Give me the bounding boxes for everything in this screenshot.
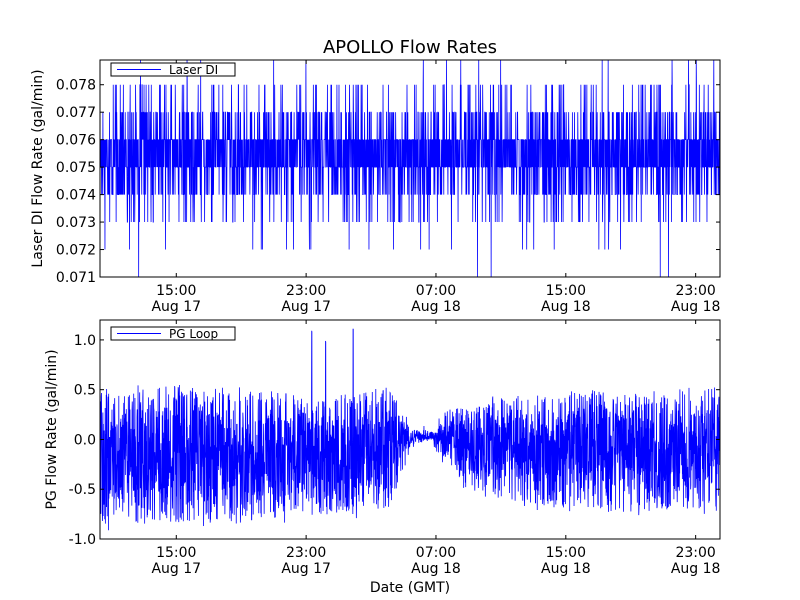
x-axis-label: Date (GMT) (370, 580, 450, 596)
x-tick-time-label: 15:00 (156, 283, 196, 299)
y-tick-label: -1.0 (69, 532, 96, 548)
x-tick-date-label: Aug 18 (411, 299, 461, 315)
top-y-axis-label: Laser DI Flow Rate (gal/min) (30, 69, 46, 267)
series-line (100, 328, 720, 531)
pg-loop-series (100, 328, 720, 531)
x-tick-time-label: 23:00 (675, 283, 715, 299)
x-tick-time-label: 15:00 (156, 545, 196, 561)
y-tick-label: 0.073 (56, 215, 96, 231)
x-tick-time-label: 23:00 (675, 545, 715, 561)
top-legend: Laser DI (110, 62, 236, 77)
y-tick-label: 0.072 (56, 243, 96, 259)
y-tick-label: 0.5 (74, 383, 96, 399)
y-tick-label: 0.077 (56, 105, 96, 121)
x-tick-date-label: Aug 18 (411, 561, 461, 577)
top-legend-label: Laser DI (169, 63, 218, 77)
laser-di-series (100, 60, 720, 277)
bottom-y-ticks: -1.0 -0.5 0.0 0.5 1.0 (69, 333, 720, 548)
x-tick-date-label: Aug 18 (671, 299, 721, 315)
bottom-plot-frame (99, 319, 721, 540)
series-line (100, 60, 720, 277)
x-tick-date-label: Aug 17 (281, 561, 331, 577)
y-tick-label: 0.071 (56, 270, 96, 286)
bottom-y-axis-label: PG Flow Rate (gal/min) (44, 349, 60, 509)
x-tick-date-label: Aug 18 (541, 561, 591, 577)
x-tick-date-label: Aug 18 (541, 299, 591, 315)
x-tick-time-label: 07:00 (416, 545, 456, 561)
top-chart: APOLLO Flow Rates 0.0710.0720.0730.0740.… (30, 37, 721, 315)
x-tick-time-label: 23:00 (286, 283, 326, 299)
bottom-legend-label: PG Loop (169, 327, 218, 341)
y-tick-label: -0.5 (69, 482, 96, 498)
top-y-ticks: 0.071 0.072 0.073 0.074 0.075 0.076 0.077 0.078 (56, 78, 720, 286)
x-tick-time-label: 15:00 (546, 283, 586, 299)
y-tick-label: 0.078 (56, 78, 96, 94)
bottom-legend: PG Loop (110, 326, 236, 341)
y-tick-label: 0.076 (56, 133, 96, 149)
y-tick-label: 0.0 (74, 432, 96, 448)
x-tick-time-label: 15:00 (546, 545, 586, 561)
y-tick-label: 0.075 (56, 160, 96, 176)
x-tick-date-label: Aug 17 (151, 299, 201, 315)
x-tick-date-label: Aug 17 (281, 299, 331, 315)
y-tick-label: 0.074 (56, 188, 96, 204)
bottom-legend-box (110, 326, 236, 341)
x-tick-date-label: Aug 18 (671, 561, 721, 577)
x-tick-time-label: 23:00 (286, 545, 326, 561)
top-plot-frame (99, 59, 721, 278)
top-legend-box (110, 62, 236, 77)
y-tick-label: 1.0 (74, 333, 96, 349)
x-tick-time-label: 07:00 (416, 283, 456, 299)
x-tick-date-label: Aug 17 (151, 561, 201, 577)
chart-title: APOLLO Flow Rates (323, 37, 497, 58)
